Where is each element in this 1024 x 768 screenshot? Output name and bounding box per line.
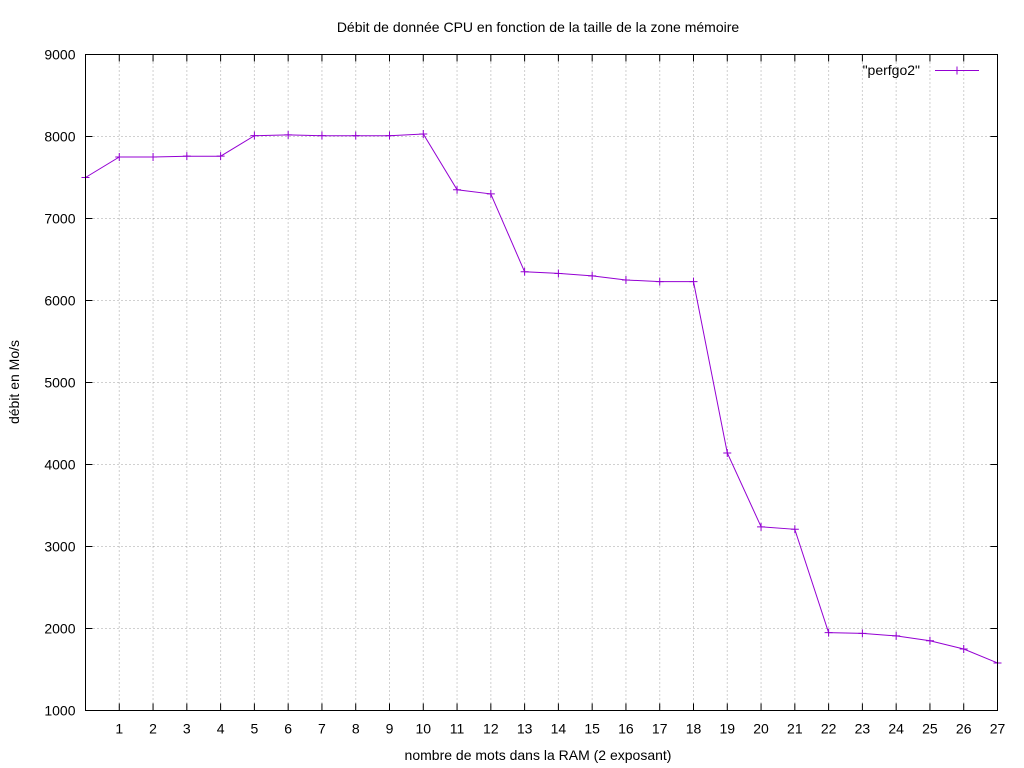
x-tick-label: 4 (217, 721, 225, 737)
data-point (317, 131, 326, 140)
data-point (858, 629, 867, 638)
y-tick-label: 8000 (44, 129, 75, 145)
data-point (757, 522, 766, 531)
x-tick-label: 20 (753, 721, 769, 737)
data-point (723, 449, 732, 458)
legend-label: "perfgo2" (863, 62, 920, 78)
x-tick-label: 8 (352, 721, 360, 737)
x-tick-label: 18 (686, 721, 702, 737)
x-tick-label: 1 (115, 721, 123, 737)
x-tick-label: 7 (318, 721, 326, 737)
data-point (790, 525, 799, 534)
x-tick-label: 10 (415, 721, 431, 737)
data-point (892, 631, 901, 640)
x-tick-label: 16 (618, 721, 634, 737)
data-point (689, 277, 698, 286)
data-point (351, 131, 360, 140)
x-tick-label: 17 (652, 721, 668, 737)
x-tick-label: 27 (990, 721, 1006, 737)
y-tick-label: 9000 (44, 47, 75, 63)
x-tick-label: 13 (517, 721, 533, 737)
y-tick-label: 1000 (44, 703, 75, 719)
legend-marker-plus (953, 66, 961, 75)
x-tick-label: 26 (956, 721, 972, 737)
grid (85, 54, 998, 711)
x-tick-label: 3 (183, 721, 191, 737)
x-tick-label: 15 (584, 721, 600, 737)
data-point (419, 130, 428, 139)
x-tick-label: 22 (821, 721, 837, 737)
data-point (824, 628, 833, 637)
data-point (486, 189, 495, 198)
x-axis-label: nombre de mots dans la RAM (2 exposant) (405, 747, 672, 763)
data-point (588, 271, 597, 280)
data-point (655, 277, 664, 286)
axis-ticks (85, 54, 998, 711)
legend: "perfgo2" (863, 62, 979, 78)
x-tick-label: 14 (551, 721, 567, 737)
data-point (149, 153, 158, 161)
x-tick-label: 25 (922, 721, 938, 737)
y-axis-label: débit en Mo/s (6, 340, 22, 424)
x-axis-tick-labels: 1 2 3 4 5 6 7 8 9 10 11 12 13 14 15 16 17 18 19 20 21 22 23 24 2… (115, 721, 1005, 737)
data-point (284, 130, 293, 139)
data-point (115, 153, 124, 161)
data-point (925, 636, 934, 645)
x-tick-label: 6 (284, 721, 292, 737)
y-tick-label: 7000 (44, 211, 75, 227)
x-tick-label: 5 (250, 721, 258, 737)
x-tick-label: 12 (483, 721, 499, 737)
data-point (959, 645, 968, 653)
data-point (621, 276, 630, 284)
y-tick-label: 3000 (44, 539, 75, 555)
legend-marker (953, 66, 961, 75)
data-point (250, 131, 259, 140)
x-tick-label: 19 (719, 721, 735, 737)
x-tick-label: 21 (787, 721, 803, 737)
y-axis-tick-labels: 1000 2000 3000 4000 5000 6000 7000 8000 9000 (44, 47, 75, 719)
plot-frame (85, 54, 998, 711)
y-tick-label: 5000 (44, 375, 75, 391)
data-point (216, 152, 225, 161)
y-tick-label: 6000 (44, 293, 75, 309)
chart-title: Débit de donnée CPU en fonction de la ta… (337, 19, 740, 35)
data-point (182, 152, 191, 161)
x-tick-label: 9 (386, 721, 394, 737)
x-tick-label: 11 (450, 721, 465, 737)
data-point (453, 185, 462, 194)
y-tick-label: 2000 (44, 621, 75, 637)
data-point (385, 131, 394, 140)
series-layer (81, 130, 1002, 667)
data-point (520, 267, 529, 276)
series-line (85, 133, 998, 664)
y-tick-label: 4000 (44, 457, 75, 473)
data-point (554, 269, 563, 278)
x-tick-label: 23 (855, 721, 871, 737)
x-tick-label: 2 (149, 721, 157, 737)
x-tick-label: 24 (888, 721, 904, 737)
